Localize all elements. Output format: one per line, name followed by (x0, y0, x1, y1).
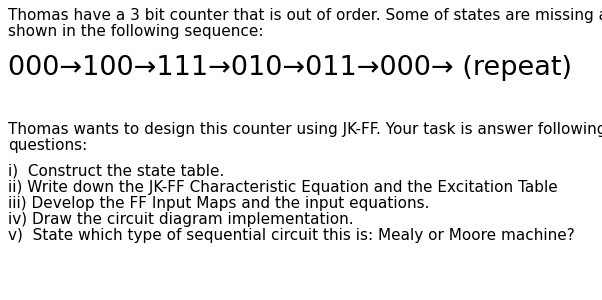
Text: iv) Draw the circuit diagram implementation.: iv) Draw the circuit diagram implementat… (8, 212, 353, 227)
Text: Thomas wants to design this counter using JK-FF. Your task is answer following: Thomas wants to design this counter usin… (8, 122, 602, 137)
Text: questions:: questions: (8, 138, 87, 153)
Text: ii) Write down the JK-FF Characteristic Equation and the Excitation Table: ii) Write down the JK-FF Characteristic … (8, 180, 557, 195)
Text: 000→100→111→010→011→000→ (repeat): 000→100→111→010→011→000→ (repeat) (8, 55, 572, 81)
Text: shown in the following sequence:: shown in the following sequence: (8, 24, 264, 39)
Text: v)  State which type of sequential circuit this is: Mealy or Moore machine?: v) State which type of sequential circui… (8, 228, 575, 243)
Text: Thomas have a 3 bit counter that is out of order. Some of states are missing as: Thomas have a 3 bit counter that is out … (8, 8, 602, 23)
Text: i)  Construct the state table.: i) Construct the state table. (8, 163, 225, 178)
Text: iii) Develop the FF Input Maps and the input equations.: iii) Develop the FF Input Maps and the i… (8, 196, 429, 211)
